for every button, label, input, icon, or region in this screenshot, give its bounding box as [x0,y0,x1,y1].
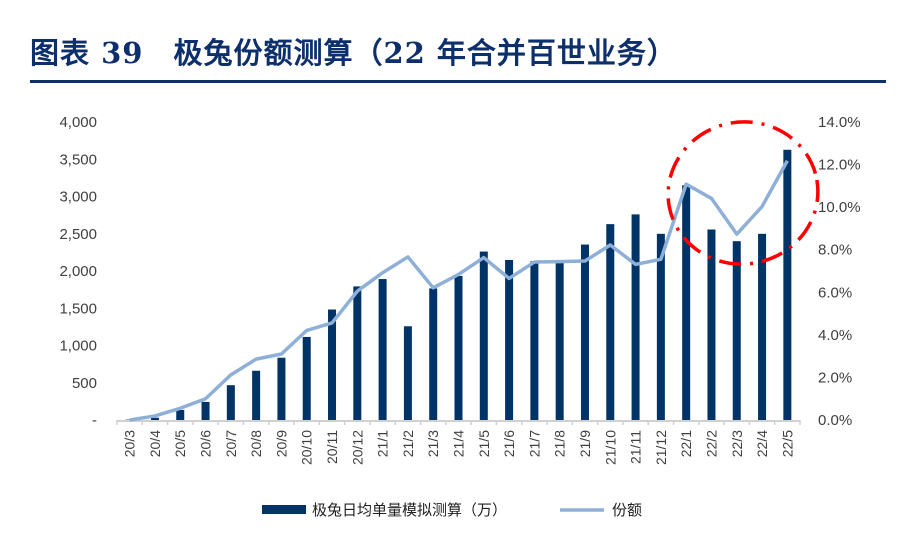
x-axis-tick-label: 20/5 [172,430,188,457]
bar-21/12 [656,233,665,420]
bar-21/2 [403,326,412,420]
bar-20/7 [226,385,235,420]
right-axis-tick-label: 12.0% [818,157,861,174]
left-axis-tick-label: 3,000 [59,189,97,206]
bar-20/6 [201,401,210,420]
left-axis-tick-label: 3,500 [59,151,97,168]
left-axis-tick-label: 500 [72,375,97,392]
x-axis-tick-label: 21/10 [602,430,618,465]
bar-21/8 [555,260,564,420]
bar-22/5 [783,149,792,420]
legend-bar-swatch [262,505,306,514]
legend-bar-label: 极兔日均单量模拟测算（万） [312,501,507,519]
x-axis-tick-label: 21/9 [577,430,593,457]
x-axis-tick-label: 21/6 [501,430,517,457]
bar-21/6 [505,259,514,420]
bar-22/3 [732,241,741,420]
x-axis-tick-label: 22/4 [754,430,770,457]
x-axis-tick-label: 21/8 [552,430,568,457]
x-axis-tick-label: 20/10 [299,430,315,465]
left-axis-tick-label: 2,000 [59,263,97,280]
left-axis-tick-label: 4,000 [59,114,97,131]
bar-21/10 [606,224,615,420]
x-axis-tick-label: 20/11 [324,430,340,464]
left-axis-tick-label: 1,000 [59,338,97,355]
bar-21/9 [580,244,589,420]
bar-21/1 [378,279,387,420]
highlight-ellipse [666,120,820,266]
bar-21/11 [631,214,640,420]
bar-20/12 [353,286,362,420]
bar-20/10 [302,336,311,420]
x-axis-tick-label: 21/5 [476,430,492,457]
legend-line-label: 份额 [612,502,642,519]
bar-20/8 [252,370,261,420]
x-axis-tick-label: 21/3 [425,430,441,457]
x-axis-tick-label: 22/2 [703,430,719,457]
x-axis-tick-label: 22/5 [779,430,795,457]
title-rule [30,80,886,83]
bar-22/2 [707,229,716,420]
left-axis-tick-label: - [92,412,97,429]
bar-20/9 [277,357,286,420]
right-axis-tick-label: 2.0% [818,369,852,386]
bar-20/11 [328,309,337,420]
bar-21/3 [429,288,438,420]
x-axis-tick-label: 20/12 [349,430,365,465]
x-axis-tick-label: 20/8 [248,430,264,457]
x-axis-tick-label: 21/2 [400,430,416,457]
bar-20/5 [176,409,185,420]
bar-21/7 [530,261,539,420]
x-axis-tick-label: 21/1 [375,430,391,457]
x-axis-tick-label: 21/7 [526,430,542,457]
x-axis-tick-label: 20/7 [223,430,239,457]
bar-21/4 [454,275,463,420]
x-axis-tick-label: 20/4 [147,430,163,457]
x-axis-tick-label: 20/9 [273,430,289,457]
right-axis-tick-label: 8.0% [818,242,852,259]
x-axis-tick-label: 22/1 [678,430,694,457]
right-axis-tick-label: 14.0% [818,114,861,131]
bar-20/4 [150,417,159,420]
x-axis-tick-label: 21/11 [628,430,644,464]
right-axis-tick-label: 6.0% [818,284,852,301]
bar-22/4 [758,233,767,420]
right-axis-tick-label: 0.0% [818,412,852,429]
x-axis-tick-label: 20/3 [122,430,138,457]
bar-22/1 [682,185,691,420]
right-axis-tick-label: 10.0% [818,199,861,216]
left-axis-tick-label: 1,500 [59,300,97,317]
x-axis-tick-label: 21/12 [653,430,669,465]
right-axis-tick-label: 4.0% [818,327,852,344]
figure-title: 图表 39 极兔份额测算（22 年合并百世业务） [30,36,677,70]
left-axis-tick-label: 2,500 [59,226,97,243]
bar-21/5 [479,251,488,420]
x-axis-tick-label: 22/3 [729,430,745,457]
x-axis-tick-label: 21/4 [451,430,467,457]
x-axis-tick-label: 20/6 [198,430,214,457]
